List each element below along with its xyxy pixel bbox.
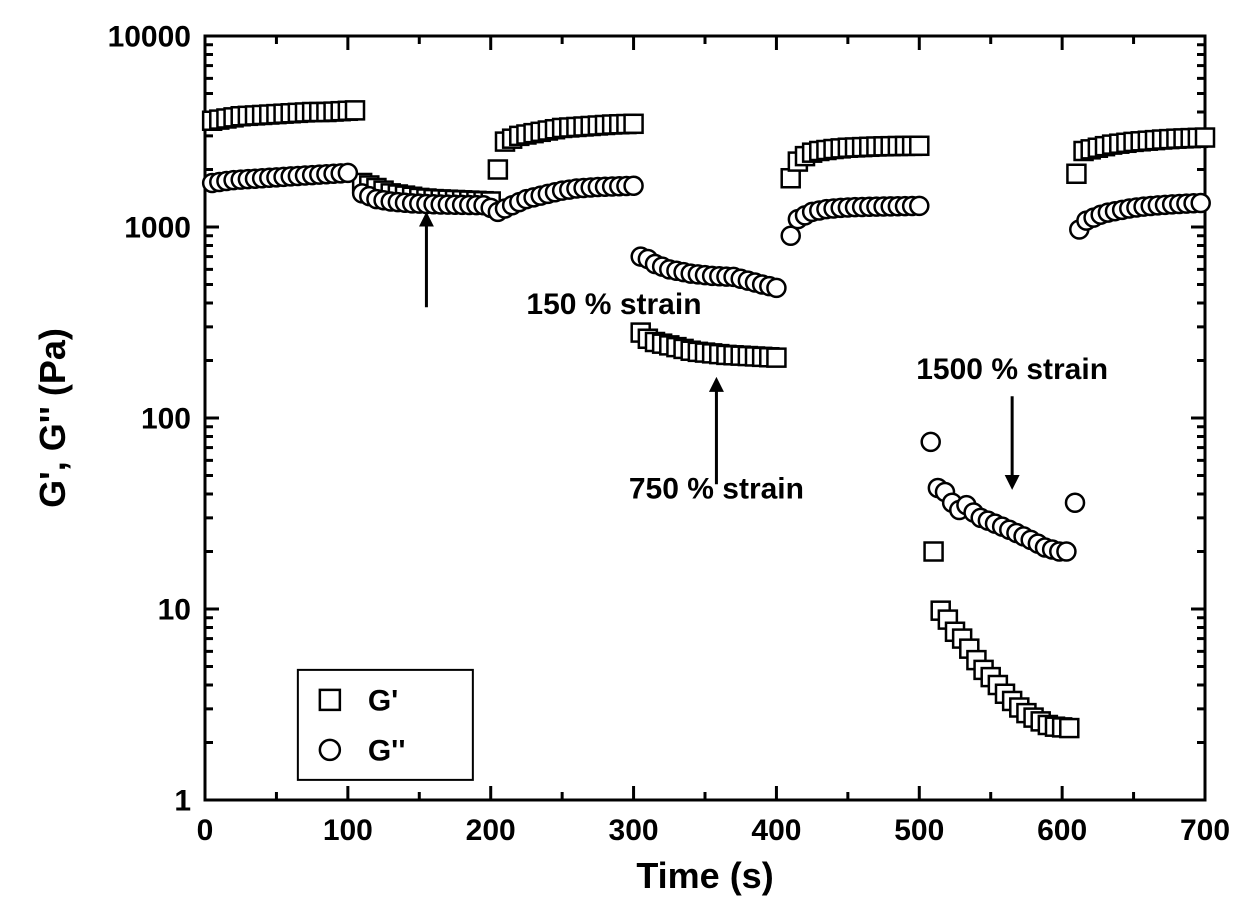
x-tick-label: 300 <box>609 814 659 847</box>
y-tick-label: 1 <box>174 785 191 818</box>
y-tick-label: 10000 <box>108 21 191 54</box>
x-axis-title: Time (s) <box>636 855 773 896</box>
y-tick-label: 100 <box>141 403 191 436</box>
x-tick-label: 100 <box>323 814 373 847</box>
x-tick-label: 0 <box>197 814 214 847</box>
legend: G' G'' <box>298 670 473 780</box>
y-axis-title: G', G'' (Pa) <box>32 328 73 508</box>
y-tick-label: 10 <box>158 594 191 627</box>
strain-annotation: 1500 % strain <box>916 353 1108 386</box>
strain-annotation: 150 % strain <box>526 288 701 321</box>
y-tick-label: 1000 <box>124 212 191 245</box>
x-tick-label: 200 <box>466 814 516 847</box>
x-tick-label: 700 <box>1180 814 1230 847</box>
modulus-vs-time-chart: 0 100 200 300 400 500 600 700 1 10 100 1000 10000 Tim… <box>0 0 1240 919</box>
x-tick-label: 600 <box>1037 814 1087 847</box>
x-tick-label: 500 <box>894 814 944 847</box>
x-tick-label: 400 <box>751 814 801 847</box>
legend-label: G' <box>368 684 398 717</box>
legend-label: G'' <box>368 734 406 767</box>
